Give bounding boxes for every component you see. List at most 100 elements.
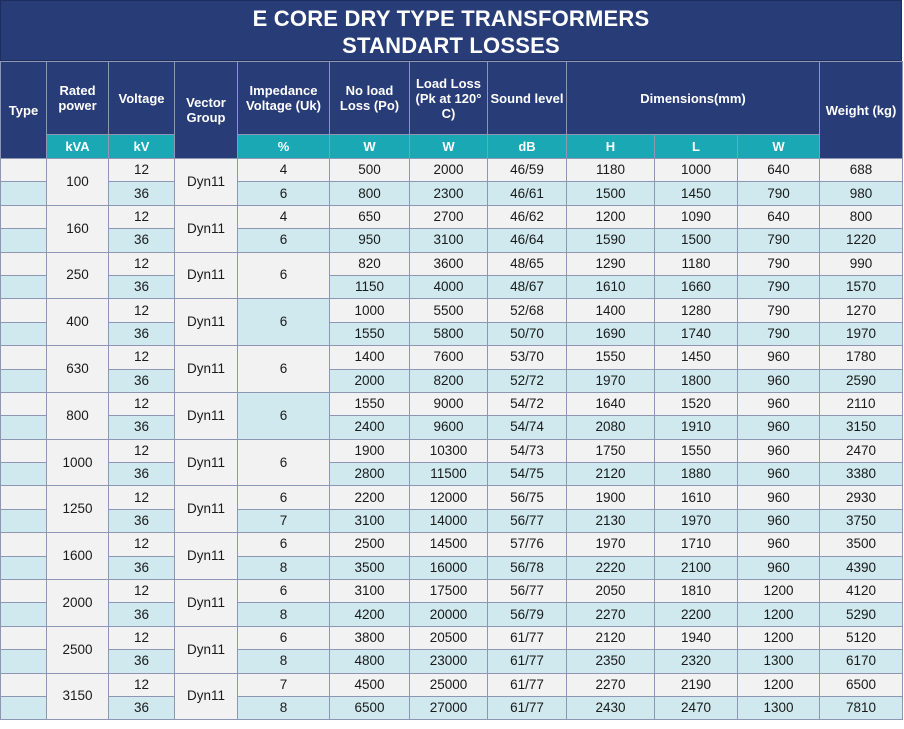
impedance-cell: 4 — [237, 204, 330, 230]
header-dimensions: Dimensions(mm) — [565, 61, 821, 135]
dimension-h-cell: 1970 — [566, 532, 655, 557]
no-load-loss-cell: 1150 — [329, 274, 410, 300]
impedance-cell: 8 — [237, 649, 330, 674]
load-loss-cell: 16000 — [409, 555, 488, 581]
no-load-loss-cell: 2000 — [329, 368, 410, 393]
dimension-l-cell: 1610 — [654, 485, 738, 510]
dimension-h-cell: 2430 — [566, 695, 655, 721]
dimension-h-cell: 1200 — [566, 204, 655, 230]
table-row: 36 8 6500 27000 61/77 2430 2470 1300 7810 — [0, 695, 904, 721]
load-loss-cell: 2000 — [409, 157, 488, 183]
voltage-cell: 36 — [108, 321, 175, 347]
voltage-cell: 36 — [108, 368, 175, 393]
dimension-l-cell: 1000 — [654, 157, 738, 183]
dimension-l-cell: 1810 — [654, 579, 738, 604]
voltage-cell: 12 — [108, 438, 175, 464]
dimension-w-cell: 960 — [736, 345, 821, 370]
weight-cell: 4120 — [819, 579, 904, 604]
dimension-w-cell: 790 — [736, 274, 821, 300]
dimension-w-cell: 960 — [736, 368, 821, 393]
impedance-cell: 6 — [237, 391, 330, 440]
dimension-l-cell: 1090 — [654, 204, 738, 230]
weight-cell: 3380 — [819, 462, 904, 487]
no-load-loss-cell: 2200 — [329, 485, 410, 510]
load-loss-cell: 3100 — [409, 228, 488, 253]
table-body: 100 12 Dyn11 4 500 2000 46/59 1180 1000 640 688 36 6… — [0, 157, 904, 721]
weight-cell: 980 — [819, 181, 904, 206]
dimension-l-cell: 2320 — [654, 649, 738, 674]
load-loss-cell: 20500 — [409, 625, 488, 651]
no-load-loss-cell: 1550 — [329, 321, 410, 347]
voltage-cell: 36 — [108, 274, 175, 300]
vector-group-cell: Dyn11 — [174, 251, 238, 300]
dimension-h-cell: 1550 — [566, 345, 655, 370]
table-row: 36 8 3500 16000 56/78 2220 2100 960 4390 — [0, 555, 904, 581]
dimension-w-cell: 1200 — [736, 602, 821, 627]
dimension-l-cell: 2470 — [654, 695, 738, 721]
sound-level-cell: 46/59 — [487, 157, 567, 183]
dimension-w-cell: 1300 — [736, 695, 821, 721]
type-cell — [0, 321, 47, 347]
table-row: 2500 12 Dyn11 6 3800 20500 61/77 2120 1940 1200 51… — [0, 625, 904, 674]
weight-cell: 990 — [819, 251, 904, 276]
no-load-loss-cell: 800 — [329, 181, 410, 206]
dimension-w-cell: 960 — [736, 415, 821, 440]
type-cell — [0, 438, 47, 464]
weight-cell: 3150 — [819, 415, 904, 440]
voltage-cell: 12 — [108, 672, 175, 697]
type-cell — [0, 672, 47, 697]
dimension-h-cell: 2270 — [566, 602, 655, 627]
dimension-w-cell: 960 — [736, 532, 821, 557]
no-load-loss-cell: 3100 — [329, 579, 410, 604]
voltage-cell: 36 — [108, 415, 175, 440]
voltage-cell: 12 — [108, 625, 175, 651]
weight-cell: 4390 — [819, 555, 904, 581]
voltage-cell: 12 — [108, 204, 175, 230]
header-weight: Weight (kg) — [819, 61, 904, 159]
dimension-l-cell: 1940 — [654, 625, 738, 651]
no-load-loss-cell: 820 — [329, 251, 410, 276]
dimension-w-cell: 790 — [736, 321, 821, 347]
dimension-h-cell: 1970 — [566, 368, 655, 393]
type-cell — [0, 579, 47, 604]
vector-group-cell: Dyn11 — [174, 438, 238, 487]
sound-level-cell: 52/72 — [487, 368, 567, 393]
no-load-loss-cell: 4500 — [329, 672, 410, 697]
vector-group-cell: Dyn11 — [174, 485, 238, 534]
unit-kv: kV — [108, 134, 175, 159]
no-load-loss-cell: 1550 — [329, 391, 410, 417]
dimension-l-cell: 1550 — [654, 438, 738, 464]
sound-level-cell: 46/62 — [487, 204, 567, 230]
weight-cell: 3500 — [819, 532, 904, 557]
sound-level-cell: 61/77 — [487, 695, 567, 721]
no-load-loss-cell: 1000 — [329, 298, 410, 323]
dimension-w-cell: 1200 — [736, 579, 821, 604]
header-impedance: Impedance Voltage (Uk) — [237, 61, 330, 135]
type-cell — [0, 695, 47, 721]
sound-level-cell: 61/77 — [487, 649, 567, 674]
dimension-w-cell: 960 — [736, 555, 821, 581]
dimension-l-cell: 1450 — [654, 345, 738, 370]
dimension-w-cell: 960 — [736, 485, 821, 510]
voltage-cell: 12 — [108, 157, 175, 183]
voltage-cell: 36 — [108, 508, 175, 534]
dimension-h-cell: 2120 — [566, 462, 655, 487]
dimension-w-cell: 790 — [736, 251, 821, 276]
weight-cell: 2590 — [819, 368, 904, 393]
table-row: 3150 12 Dyn11 7 4500 25000 61/77 2270 2190 1200 65… — [0, 672, 904, 721]
dimension-h-cell: 2130 — [566, 508, 655, 534]
load-loss-cell: 17500 — [409, 579, 488, 604]
no-load-loss-cell: 6500 — [329, 695, 410, 721]
load-loss-cell: 20000 — [409, 602, 488, 627]
type-cell — [0, 181, 47, 206]
impedance-cell: 6 — [237, 485, 330, 510]
rated-power-cell: 1000 — [46, 438, 109, 487]
header-rated-power: Rated power — [46, 61, 109, 135]
load-loss-cell: 27000 — [409, 695, 488, 721]
weight-cell: 1570 — [819, 274, 904, 300]
sound-level-cell: 61/77 — [487, 672, 567, 697]
type-cell — [0, 555, 47, 581]
dimension-h-cell: 1180 — [566, 157, 655, 183]
weight-cell: 800 — [819, 204, 904, 230]
